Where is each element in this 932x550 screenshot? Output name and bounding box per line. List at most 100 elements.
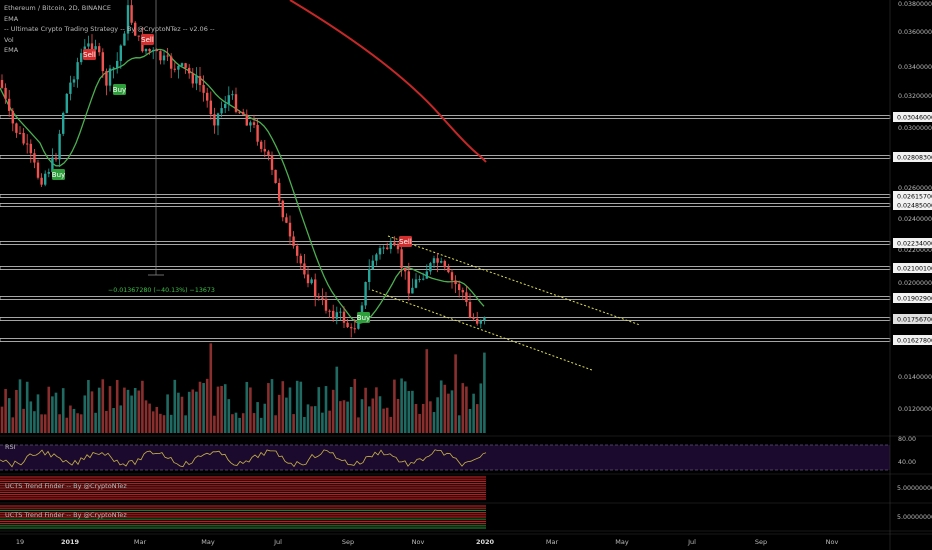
signal-markers: Sell Buy Buy Sell Buy Sell	[52, 34, 412, 323]
volume-bar	[357, 417, 360, 433]
volume-bar	[421, 403, 425, 433]
candle-body	[407, 271, 410, 294]
candle-body	[47, 172, 50, 174]
candle-body	[224, 103, 227, 109]
indicator-ucts-label[interactable]: -- Ultimate Crypto Trading Strategy -- B…	[4, 25, 215, 34]
volume-bar	[65, 417, 69, 433]
candle-body	[324, 298, 328, 311]
volume-bar	[378, 396, 382, 433]
volume-bar	[58, 414, 61, 433]
candle-body	[389, 242, 392, 249]
descending-channel	[371, 235, 641, 371]
volume-bar	[227, 399, 231, 433]
candle-body	[62, 112, 65, 134]
volume-bar	[249, 387, 252, 433]
volume-bar	[256, 402, 259, 433]
measure-tool: −0.01367280 (−40.13%) −13673	[108, 0, 215, 294]
volume-bar	[4, 389, 7, 433]
volume-bar	[335, 366, 339, 433]
volume-bar	[144, 400, 148, 433]
time-tick: 2020	[476, 538, 495, 546]
rsi-label[interactable]: RSI	[5, 443, 16, 451]
candle-body	[353, 328, 356, 330]
candle-body	[479, 320, 482, 324]
indicator-ema2-label[interactable]: EMA	[4, 46, 19, 55]
candle-body	[314, 279, 317, 297]
volume-bar	[187, 391, 191, 433]
candle-body	[425, 271, 428, 279]
volume-bar	[306, 404, 310, 433]
volume-bar	[137, 390, 141, 433]
time-tick: Jul	[273, 538, 282, 546]
volume-bar	[292, 414, 295, 433]
candle-body	[252, 122, 256, 125]
candle-body	[234, 94, 238, 112]
volume-bar	[25, 381, 29, 433]
volume-bar	[0, 406, 4, 433]
level-price-tag	[893, 238, 932, 248]
indicator-ema-label[interactable]: EMA	[4, 14, 19, 23]
level-price-tag-text: 0.02485000	[897, 203, 932, 210]
time-tick: May	[615, 538, 629, 546]
volume-bar	[281, 381, 285, 433]
candle-body	[242, 111, 245, 115]
candle-body	[285, 217, 288, 223]
volume-bar	[220, 386, 223, 433]
volume-bar	[432, 412, 436, 433]
volume-bar	[403, 381, 407, 433]
candle-body	[26, 143, 29, 145]
candle-body	[364, 282, 367, 306]
volume-bar	[245, 381, 249, 433]
volume-bar	[87, 380, 90, 433]
signal-tag-bg	[141, 34, 154, 45]
volume-bar	[450, 390, 454, 433]
volume-bar	[328, 410, 331, 433]
signal-tag-label: Buy	[52, 171, 65, 179]
candle-body	[278, 182, 281, 201]
volume-bar	[483, 352, 486, 433]
candle-body	[170, 56, 173, 69]
volume-bar	[454, 354, 457, 433]
candle-body	[332, 310, 335, 319]
volume-bar	[407, 391, 411, 433]
candle-body	[33, 153, 36, 163]
candle-body	[101, 52, 104, 72]
volume-bar	[61, 388, 65, 433]
level-price-tag	[893, 191, 932, 201]
time-axis[interactable]: 19 2019 Mar May Jul Sep Nov 2020 Mar May Jul Sep Nov	[0, 533, 932, 546]
trend-finder-label-1[interactable]: UCTS Trend Finder -- By @CryptoNTez	[5, 482, 127, 490]
volume-bar	[303, 417, 306, 433]
candle-body	[360, 305, 364, 318]
volume-bar	[94, 412, 97, 433]
candle-body	[44, 173, 47, 185]
candle-body	[378, 248, 382, 255]
level-price-tag-text: 0.02100100	[897, 266, 932, 273]
volume-bar	[252, 413, 256, 433]
volume-bar	[321, 412, 324, 433]
price-candles	[0, 0, 486, 338]
volume-bar	[51, 396, 54, 433]
volume-bar	[400, 378, 403, 433]
volume-bar	[447, 393, 450, 433]
signal-tag-bg	[357, 312, 370, 323]
symbol-title[interactable]: Ethereum / Bitcoin, 2D, BINANCE	[4, 4, 111, 12]
time-tick: Jul	[687, 538, 696, 546]
volume-bar	[411, 390, 414, 433]
volume-bar	[155, 406, 159, 433]
candle-body	[123, 33, 126, 46]
candle-body	[231, 94, 234, 96]
candle-body	[382, 247, 385, 249]
volume-bar	[436, 397, 439, 433]
volume-bar	[375, 387, 378, 433]
trend-finder-label-2[interactable]: UCTS Trend Finder -- By @CryptoNTez	[5, 511, 127, 519]
rsi-band	[0, 445, 890, 470]
indicator-vol-label[interactable]: Vol	[4, 35, 14, 44]
candle-body	[8, 98, 11, 111]
candle-body	[450, 272, 454, 281]
candle-body	[350, 327, 353, 329]
volume-bar	[439, 380, 443, 433]
